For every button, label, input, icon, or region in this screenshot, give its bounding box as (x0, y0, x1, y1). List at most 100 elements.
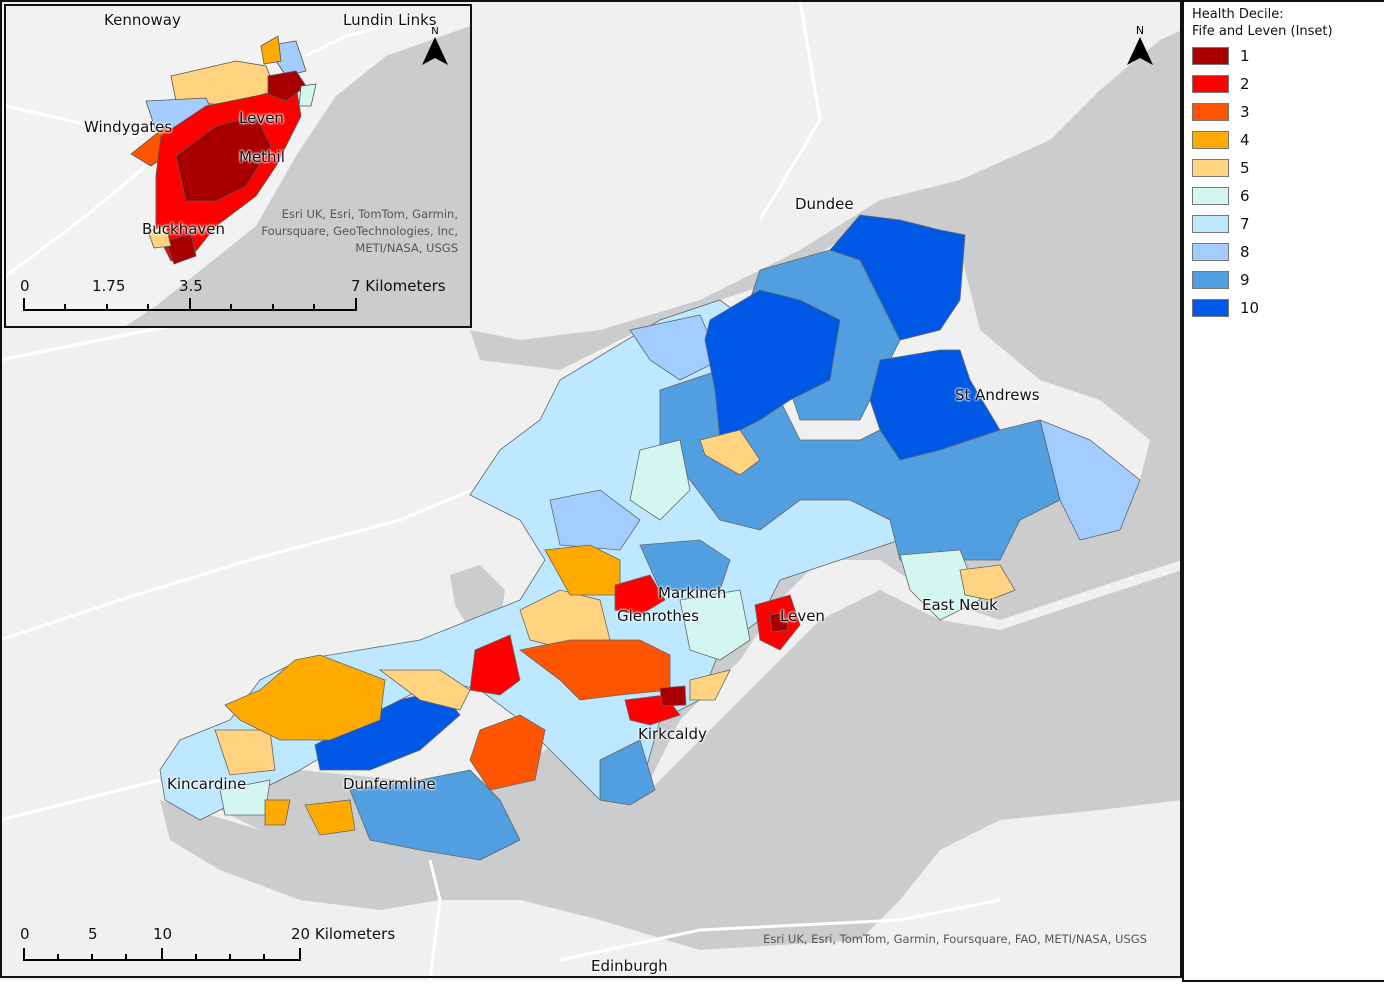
zone-decile-5[interactable] (689, 669, 731, 701)
zone-decile-10[interactable] (869, 349, 1001, 461)
scale-tick-label: 20 Kilometers (291, 925, 396, 943)
zone-decile-4[interactable] (260, 35, 282, 65)
legend-title: Health Decile: Fife and Leven (Inset) (1192, 6, 1333, 40)
zone-decile-4[interactable] (224, 654, 386, 741)
inset-attribution-line: Esri UK, Esri, TomTom, Garmin, (281, 207, 458, 221)
legend-item: 6 (1192, 186, 1250, 206)
zone-decile-5[interactable] (378, 669, 471, 711)
zone-decile-1[interactable] (659, 685, 687, 707)
main-attribution: Esri UK, Esri, TomTom, Garmin, Foursquar… (763, 932, 1147, 946)
zone-decile-5[interactable] (959, 564, 1016, 601)
zone-decile-6[interactable] (298, 83, 317, 107)
inset-scale-tick-label: 0 (20, 277, 30, 295)
legend-swatch (1192, 159, 1229, 177)
scale-tick-label: 10 (153, 925, 173, 943)
legend-swatch (1192, 299, 1229, 317)
inset-water (126, 26, 470, 326)
place-label-dunfermline: Dunfermline (343, 775, 436, 793)
zone-decile-4[interactable] (304, 799, 356, 836)
legend-item: 8 (1192, 242, 1250, 262)
zone-decile-1[interactable] (769, 611, 789, 633)
legend-swatch (1192, 271, 1229, 289)
legend-label: 10 (1240, 299, 1260, 317)
zone-decile-10[interactable] (829, 214, 966, 341)
legend-swatch (1192, 215, 1229, 233)
place-label-east-neuk: East Neuk (922, 596, 998, 614)
north-arrow-icon (422, 37, 448, 65)
place-label-glenrothes: Glenrothes (617, 607, 699, 625)
legend-item: 1 (1192, 46, 1250, 66)
zone-decile-5[interactable] (147, 225, 172, 249)
inset-place-methil: Methil (239, 148, 285, 166)
north-arrow-icon (1127, 37, 1153, 65)
main-map-canvas (0, 0, 1182, 981)
legend-label: 8 (1240, 243, 1250, 261)
legend-label: 6 (1240, 187, 1250, 205)
legend-swatch (1192, 103, 1229, 121)
fife-datazones (159, 214, 1141, 861)
scale-bar-graphic (23, 948, 301, 961)
zone-decile-8[interactable] (549, 489, 641, 551)
zone-decile-9[interactable] (349, 769, 521, 861)
zone-decile-9[interactable] (639, 539, 731, 591)
legend-panel: Health Decile: Fife and Leven (Inset) 1 2… (1182, 0, 1384, 982)
zone-decile-6[interactable] (899, 549, 981, 621)
zone-decile-5[interactable] (699, 429, 761, 476)
inset-scale-bar-graphic (23, 298, 357, 311)
scale-tick-label: 0 (20, 925, 30, 943)
legend-label: 7 (1240, 215, 1250, 233)
inset-map[interactable]: Kennoway Lundin Links Windygates Leven M… (4, 4, 472, 328)
inset-scale-tick-label: 3.5 (179, 277, 203, 295)
zone-decile-3[interactable] (519, 639, 671, 701)
inset-scale-tick-label: 7 Kilometers (351, 277, 446, 295)
place-label-st-andrews: St Andrews (955, 386, 1040, 404)
zone-decile-9[interactable] (599, 739, 656, 806)
legend-swatch (1192, 47, 1229, 65)
zone-decile-4[interactable] (544, 544, 621, 596)
inset-place-kennoway: Kennoway (104, 11, 181, 29)
place-label-edinburgh: Edinburgh (591, 957, 668, 975)
place-label-kincardine: Kincardine (167, 775, 247, 793)
inset-place-leven: Leven (239, 109, 284, 127)
legend-item: 10 (1192, 298, 1259, 318)
legend-swatch (1192, 243, 1229, 261)
legend-label: 2 (1240, 75, 1250, 93)
zone-decile-10[interactable] (704, 289, 841, 441)
inset-place-windygates: Windygates (84, 118, 173, 136)
inset-north-label: N (431, 26, 439, 37)
legend-label: 1 (1240, 47, 1250, 65)
main-map[interactable]: Dundee St Andrews Markinch Glenrothes Le… (0, 0, 1182, 981)
legend-item: 7 (1192, 214, 1250, 234)
zone-decile-6[interactable] (629, 439, 691, 521)
zone-decile-1[interactable] (267, 70, 307, 102)
inset-map-canvas (6, 24, 470, 326)
legend-title-line: Fife and Leven (Inset) (1192, 24, 1333, 39)
inset-datazones (130, 35, 317, 265)
inset-north-arrow: N (422, 26, 448, 71)
legend-label: 3 (1240, 103, 1250, 121)
zone-decile-8[interactable] (629, 314, 721, 381)
legend-label: 5 (1240, 159, 1250, 177)
inset-attribution-line: Foursquare, GeoTechnologies, Inc, (261, 224, 458, 238)
legend-item: 4 (1192, 130, 1250, 150)
zone-decile-3[interactable] (469, 714, 546, 791)
zone-decile-6[interactable] (679, 589, 751, 661)
scale-tick-label: 5 (88, 925, 98, 943)
zone-decile-2[interactable] (469, 634, 521, 696)
legend-swatch (1192, 75, 1229, 93)
north-arrow: N (1127, 24, 1153, 71)
inset-place-buckhaven: Buckhaven (142, 220, 226, 238)
zone-decile-5[interactable] (214, 729, 276, 776)
legend-item: 5 (1192, 158, 1250, 178)
zone-decile-2[interactable] (614, 574, 666, 616)
inset-attribution: Esri UK, Esri, TomTom, Garmin, Foursquar… (206, 206, 458, 257)
legend-swatch (1192, 187, 1229, 205)
zone-decile-1[interactable] (165, 233, 197, 265)
legend-item: 3 (1192, 102, 1250, 122)
legend-label: 4 (1240, 131, 1250, 149)
inset-attribution-line: METI/NASA, USGS (355, 241, 458, 255)
place-label-leven: Leven (780, 607, 825, 625)
place-label-markinch: Markinch (658, 584, 727, 602)
zone-decile-1[interactable] (175, 115, 272, 202)
zone-decile-4[interactable] (264, 799, 291, 826)
